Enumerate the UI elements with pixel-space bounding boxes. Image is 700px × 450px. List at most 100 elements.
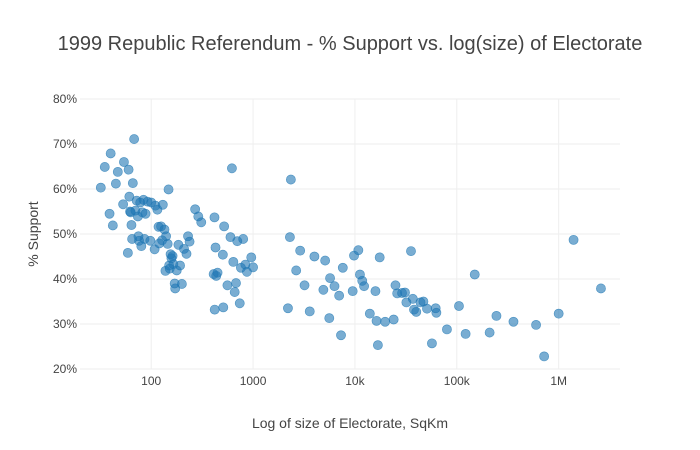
data-point[interactable] bbox=[337, 262, 348, 273]
data-point[interactable] bbox=[411, 306, 422, 317]
data-point[interactable] bbox=[442, 324, 452, 335]
data-point[interactable] bbox=[431, 307, 442, 318]
data-point[interactable] bbox=[175, 260, 185, 271]
data-point[interactable] bbox=[400, 287, 410, 298]
data-point[interactable] bbox=[209, 212, 220, 223]
data-point[interactable] bbox=[388, 314, 399, 325]
data-point[interactable] bbox=[217, 249, 228, 260]
data-point[interactable] bbox=[295, 245, 306, 256]
data-point[interactable] bbox=[371, 315, 382, 326]
data-point[interactable] bbox=[336, 330, 346, 341]
data-point[interactable] bbox=[229, 287, 240, 297]
data-point[interactable] bbox=[531, 319, 541, 330]
data-point[interactable] bbox=[176, 279, 187, 289]
data-point[interactable] bbox=[325, 273, 335, 283]
data-point[interactable] bbox=[329, 281, 340, 292]
y-tick-label: 30% bbox=[53, 317, 77, 331]
data-point[interactable] bbox=[238, 234, 249, 244]
y-tick-label: 40% bbox=[53, 272, 77, 286]
data-point[interactable] bbox=[123, 164, 134, 175]
data-point[interactable] bbox=[374, 252, 385, 263]
data-point[interactable] bbox=[105, 148, 116, 159]
data-point[interactable] bbox=[406, 246, 416, 256]
data-point[interactable] bbox=[127, 178, 138, 189]
data-point[interactable] bbox=[484, 327, 495, 338]
data-point[interactable] bbox=[347, 286, 358, 297]
y-tick-label: 50% bbox=[53, 227, 77, 241]
data-point[interactable] bbox=[129, 134, 140, 144]
data-point[interactable] bbox=[218, 302, 229, 313]
data-point[interactable] bbox=[460, 328, 471, 339]
data-point[interactable] bbox=[210, 242, 221, 253]
data-point[interactable] bbox=[454, 301, 464, 311]
data-point[interactable] bbox=[285, 232, 295, 243]
data-point[interactable] bbox=[248, 262, 258, 273]
data-point[interactable] bbox=[304, 306, 315, 317]
data-point[interactable] bbox=[107, 220, 118, 231]
data-point[interactable] bbox=[553, 308, 564, 319]
data-point[interactable] bbox=[370, 286, 381, 297]
data-point[interactable] bbox=[359, 281, 369, 292]
data-point[interactable] bbox=[508, 316, 519, 327]
data-point[interactable] bbox=[209, 304, 220, 315]
data-point[interactable] bbox=[219, 221, 230, 232]
data-point[interactable] bbox=[283, 303, 293, 314]
data-point[interactable] bbox=[596, 283, 606, 294]
y-tick-label: 70% bbox=[53, 137, 77, 151]
data-point[interactable] bbox=[380, 316, 391, 327]
data-point[interactable] bbox=[539, 351, 550, 362]
chart-title: 1999 Republic Referendum - % Support vs.… bbox=[58, 33, 643, 55]
data-point[interactable] bbox=[163, 184, 174, 195]
data-point[interactable] bbox=[118, 199, 129, 210]
data-point[interactable] bbox=[222, 280, 233, 291]
data-point[interactable] bbox=[568, 234, 579, 245]
x-axis-title: Log of size of Electorate, SqKm bbox=[252, 415, 448, 431]
data-point[interactable] bbox=[122, 247, 133, 258]
data-point[interactable] bbox=[372, 340, 383, 351]
data-point[interactable] bbox=[112, 166, 123, 177]
data-point[interactable] bbox=[246, 252, 257, 263]
data-point[interactable] bbox=[324, 313, 335, 324]
data-point[interactable] bbox=[162, 238, 173, 249]
data-point[interactable] bbox=[140, 208, 151, 219]
data-point[interactable] bbox=[309, 251, 320, 262]
data-point[interactable] bbox=[231, 278, 241, 288]
data-point[interactable] bbox=[318, 284, 329, 295]
x-tick-label: 1M bbox=[550, 374, 567, 388]
data-point[interactable] bbox=[291, 265, 302, 276]
data-point[interactable] bbox=[104, 208, 115, 219]
data-point[interactable] bbox=[422, 303, 432, 314]
data-point[interactable] bbox=[212, 267, 223, 278]
data-point[interactable] bbox=[196, 217, 207, 228]
data-point[interactable] bbox=[491, 310, 502, 321]
y-tick-label: 20% bbox=[53, 362, 77, 376]
data-points-layer bbox=[95, 134, 606, 362]
data-point[interactable] bbox=[126, 220, 137, 230]
data-point[interactable] bbox=[119, 157, 129, 167]
data-point[interactable] bbox=[184, 236, 195, 247]
data-point[interactable] bbox=[334, 290, 345, 301]
data-point[interactable] bbox=[99, 162, 110, 172]
data-point[interactable] bbox=[469, 269, 480, 280]
x-tick-label: 100k bbox=[444, 374, 471, 388]
data-point[interactable] bbox=[227, 163, 237, 174]
data-point[interactable] bbox=[95, 182, 106, 193]
data-point[interactable] bbox=[145, 235, 156, 246]
data-point[interactable] bbox=[228, 256, 239, 267]
data-point[interactable] bbox=[234, 298, 245, 309]
data-point[interactable] bbox=[353, 245, 364, 256]
x-tick-label: 100 bbox=[141, 374, 161, 388]
y-tick-label: 60% bbox=[53, 182, 77, 196]
data-point[interactable] bbox=[167, 251, 178, 261]
data-point[interactable] bbox=[299, 280, 310, 291]
grid-layer bbox=[80, 98, 620, 370]
data-point[interactable] bbox=[110, 178, 121, 189]
data-point[interactable] bbox=[181, 248, 192, 259]
data-point[interactable] bbox=[427, 338, 437, 349]
data-point[interactable] bbox=[157, 199, 168, 210]
data-point[interactable] bbox=[285, 174, 296, 185]
data-point[interactable] bbox=[320, 255, 331, 266]
x-tick-label: 1000 bbox=[240, 374, 267, 388]
data-point[interactable] bbox=[390, 280, 401, 291]
data-point[interactable] bbox=[364, 308, 375, 319]
